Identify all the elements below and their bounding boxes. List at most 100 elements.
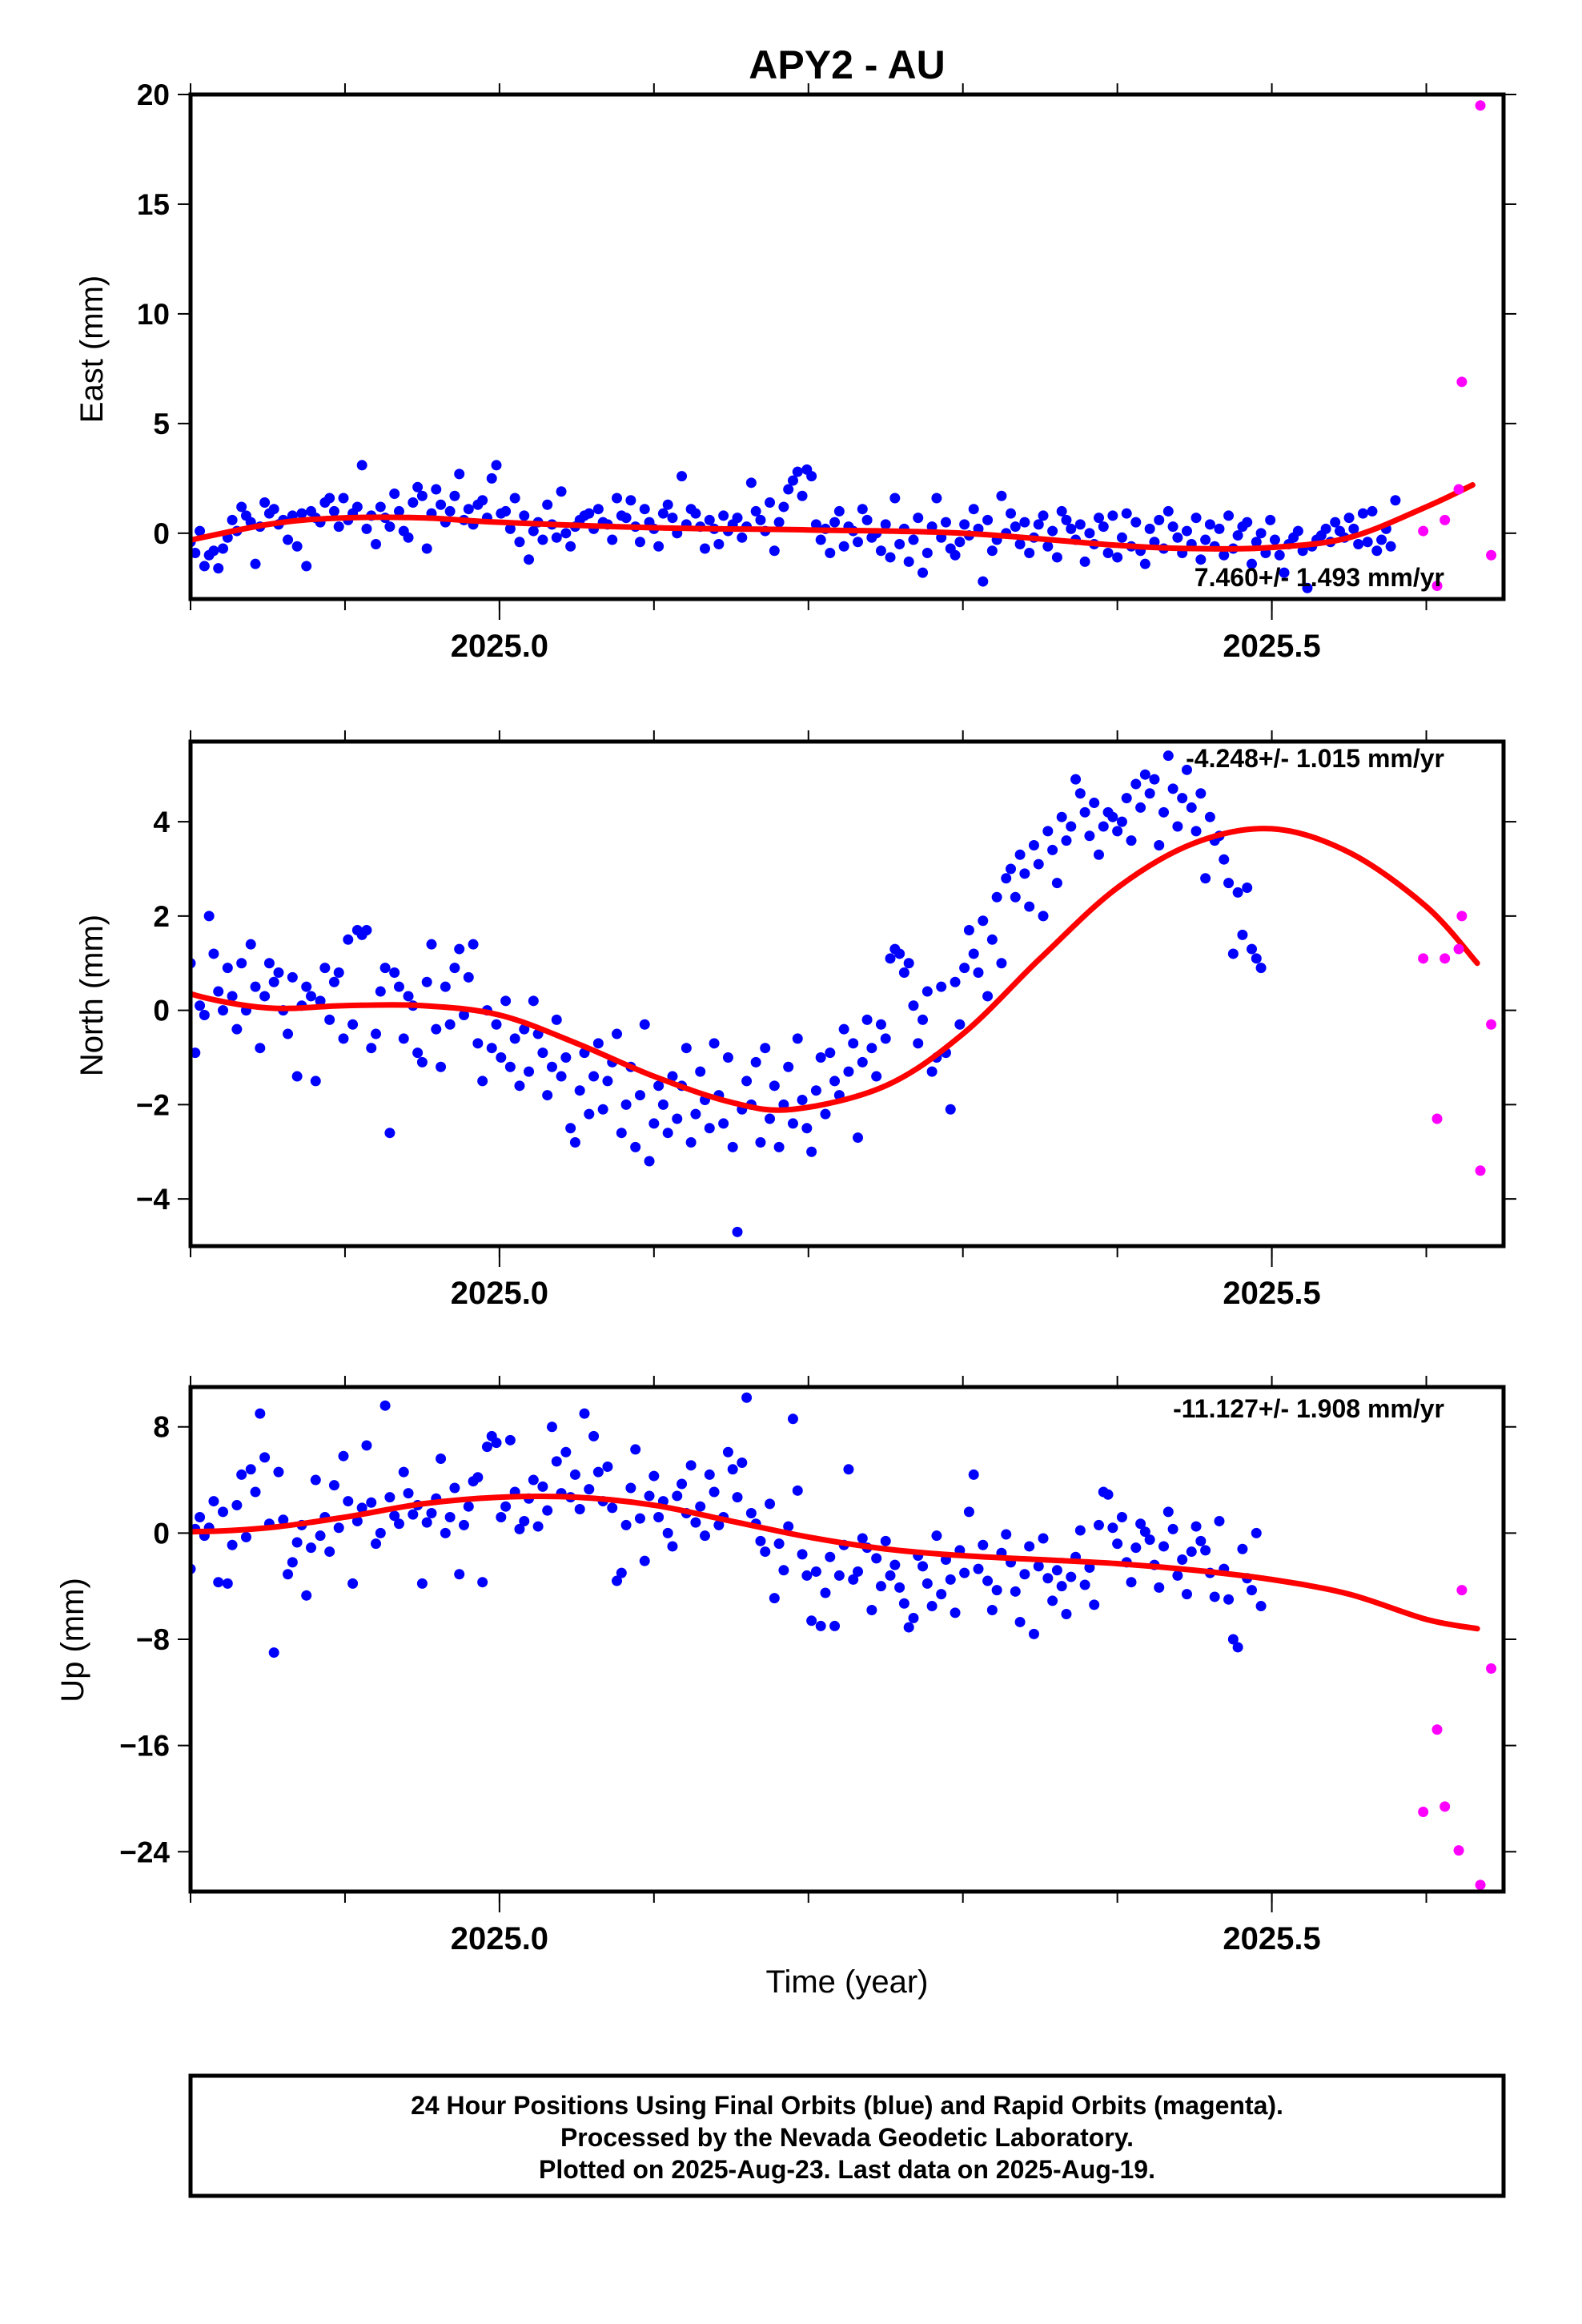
north-final-point [620, 1099, 632, 1110]
north-final-point [797, 1094, 808, 1105]
east-rapid-point [1439, 514, 1451, 525]
up-final-point [755, 1535, 766, 1546]
east-final-point [454, 468, 465, 480]
east-final-point [1006, 508, 1017, 519]
up-final-point [1028, 1628, 1039, 1639]
east-final-point [421, 543, 432, 554]
east-rapid-point [1456, 376, 1468, 388]
up-final-point [389, 1510, 400, 1522]
north-y-tick-label: 4 [153, 806, 170, 838]
north-final-point [843, 1066, 854, 1077]
east-final-point [1056, 505, 1067, 517]
up-final-point [366, 1497, 377, 1508]
up-final-point [1033, 1561, 1044, 1572]
north-final-point [213, 986, 224, 997]
east-final-point [584, 508, 595, 519]
east-panel: East (mm) 0 5 10 15 20 2025.0 2025.5 7.460+/- 1… [74, 78, 1516, 664]
north-final-point [968, 948, 979, 959]
east-final-point [1107, 510, 1118, 521]
north-final-point [1074, 788, 1086, 799]
up-final-point [917, 1561, 929, 1572]
up-final-point [496, 1511, 507, 1522]
east-final-point [885, 552, 896, 563]
north-final-point [1144, 788, 1155, 799]
east-final-point [236, 501, 247, 513]
north-final-point [268, 976, 279, 987]
up-final-point [1223, 1594, 1235, 1605]
east-final-point [1255, 528, 1267, 539]
north-final-point [542, 1090, 553, 1101]
north-final-point [996, 958, 1007, 969]
east-final-point [950, 549, 961, 561]
east-final-point [769, 545, 780, 557]
up-final-point [1251, 1527, 1262, 1538]
east-final-point [371, 539, 382, 550]
up-final-point [305, 1542, 316, 1554]
north-final-point [287, 971, 298, 983]
up-final-point [481, 1441, 492, 1453]
up-final-point [208, 1496, 219, 1507]
up-final-point [454, 1569, 465, 1580]
north-final-point [1121, 793, 1132, 804]
east-final-point [1247, 558, 1258, 569]
north-final-point [496, 1051, 507, 1063]
up-final-point [514, 1523, 525, 1534]
north-rapid-point [1456, 911, 1468, 922]
east-final-point [889, 493, 901, 504]
up-final-point [1102, 1489, 1114, 1500]
east-final-point [792, 466, 803, 477]
north-final-point [612, 1028, 623, 1039]
north-final-point [203, 911, 215, 922]
north-final-point [644, 1156, 655, 1167]
east-final-point [565, 541, 576, 552]
east-final-point [283, 534, 294, 545]
up-frame [188, 1385, 1506, 1894]
north-final-point [384, 1128, 396, 1139]
north-final-point [1186, 802, 1197, 813]
up-final-point [921, 1578, 933, 1589]
east-final-point [1116, 532, 1127, 543]
up-final-point [1047, 1595, 1058, 1606]
east-final-point [1376, 534, 1387, 545]
east-final-point [1269, 534, 1280, 545]
up-final-point [1001, 1529, 1012, 1540]
north-final-point [449, 963, 460, 974]
up-final-point [504, 1434, 516, 1445]
east-y-tick-label: 10 [137, 298, 170, 331]
up-final-point [278, 1514, 289, 1526]
north-final-point [1251, 953, 1262, 964]
east-final-point [1024, 547, 1035, 558]
east-final-point [1010, 521, 1021, 533]
north-final-point [690, 1108, 701, 1120]
east-final-point [1019, 517, 1030, 528]
east-rapid-point [1475, 100, 1486, 111]
east-final-point [1038, 510, 1049, 521]
east-final-point [1102, 547, 1114, 558]
east-final-point [1144, 523, 1155, 534]
east-final-point [1014, 539, 1026, 550]
east-x-tick-label: 2025.5 [1223, 629, 1320, 664]
east-final-point [1033, 519, 1044, 530]
up-final-point [426, 1508, 437, 1518]
east-final-point [500, 505, 512, 517]
north-final-point [440, 981, 451, 992]
north-final-point [1079, 806, 1090, 818]
up-final-point [1093, 1519, 1104, 1530]
up-final-point [240, 1531, 251, 1542]
north-final-point [1162, 750, 1174, 762]
north-final-point [681, 1043, 692, 1054]
north-final-point [398, 1033, 409, 1044]
east-final-point [1200, 534, 1211, 545]
east-final-point [333, 521, 344, 533]
east-final-point [1343, 513, 1355, 524]
north-final-point [319, 963, 331, 974]
east-final-point [1251, 537, 1262, 548]
east-final-point [1362, 537, 1373, 548]
north-final-point [333, 967, 344, 979]
north-final-point [1195, 788, 1207, 799]
north-final-point [222, 963, 233, 974]
up-final-point [1112, 1538, 1123, 1550]
east-final-point [773, 517, 785, 528]
north-final-point [866, 1043, 877, 1054]
north-final-point [1084, 830, 1095, 842]
